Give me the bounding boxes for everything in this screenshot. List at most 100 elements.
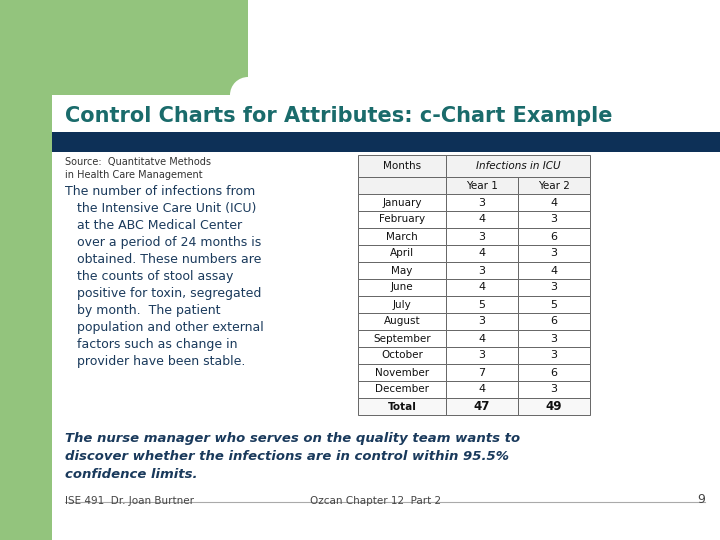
Text: 6: 6 <box>551 316 557 327</box>
Bar <box>446 245 518 262</box>
Text: 3: 3 <box>479 266 485 275</box>
Text: The nurse manager who serves on the quality team wants to
discover whether the i: The nurse manager who serves on the qual… <box>65 432 520 481</box>
Bar <box>358 262 446 279</box>
Bar <box>446 296 518 313</box>
Text: 4: 4 <box>478 282 485 293</box>
Text: May: May <box>391 266 413 275</box>
Text: 3: 3 <box>551 334 557 343</box>
Bar <box>518 381 590 398</box>
Text: 4: 4 <box>478 248 485 259</box>
Text: obtained. These numbers are: obtained. These numbers are <box>65 253 261 266</box>
Bar <box>358 194 446 211</box>
Text: 47: 47 <box>474 400 490 413</box>
Text: 6: 6 <box>551 232 557 241</box>
Bar <box>446 177 518 195</box>
Text: Year 2: Year 2 <box>538 181 570 191</box>
Text: December: December <box>375 384 429 395</box>
Text: provider have been stable.: provider have been stable. <box>65 355 246 368</box>
Text: September: September <box>373 334 431 343</box>
Text: 9: 9 <box>697 493 705 506</box>
Text: by month.  The patient: by month. The patient <box>65 304 220 317</box>
Text: Source:  Quantitatve Methods
in Health Care Management: Source: Quantitatve Methods in Health Ca… <box>65 157 211 180</box>
Text: at the ABC Medical Center: at the ABC Medical Center <box>65 219 242 232</box>
Text: 3: 3 <box>551 350 557 361</box>
Bar <box>358 279 446 296</box>
Text: November: November <box>375 368 429 377</box>
Bar <box>358 347 446 364</box>
Bar <box>446 194 518 211</box>
Bar <box>446 364 518 381</box>
Bar <box>358 364 446 381</box>
Bar <box>446 155 590 177</box>
Bar <box>0 0 52 540</box>
Bar <box>518 313 590 330</box>
Text: positive for toxin, segregated: positive for toxin, segregated <box>65 287 261 300</box>
Bar <box>358 177 446 195</box>
Bar <box>446 347 518 364</box>
Text: factors such as change in: factors such as change in <box>65 338 238 351</box>
Bar <box>358 211 446 228</box>
Text: October: October <box>381 350 423 361</box>
Bar <box>518 211 590 228</box>
Text: June: June <box>391 282 413 293</box>
Bar <box>358 228 446 245</box>
Bar <box>446 262 518 279</box>
Text: 4: 4 <box>478 334 485 343</box>
Text: 5: 5 <box>551 300 557 309</box>
Bar <box>358 155 446 177</box>
Text: Months: Months <box>383 161 421 171</box>
Text: 6: 6 <box>551 368 557 377</box>
Text: July: July <box>392 300 411 309</box>
Bar <box>446 228 518 245</box>
Bar <box>358 313 446 330</box>
Text: April: April <box>390 248 414 259</box>
Bar <box>518 296 590 313</box>
Bar <box>518 245 590 262</box>
Text: 3: 3 <box>479 232 485 241</box>
Text: 3: 3 <box>551 384 557 395</box>
Text: 3: 3 <box>479 350 485 361</box>
Bar <box>243 90 273 115</box>
Text: Ozcan Chapter 12  Part 2: Ozcan Chapter 12 Part 2 <box>310 496 441 506</box>
Text: 4: 4 <box>550 198 557 207</box>
Text: 7: 7 <box>478 368 485 377</box>
Text: March: March <box>386 232 418 241</box>
Text: January: January <box>382 198 422 207</box>
Text: 3: 3 <box>551 214 557 225</box>
Bar <box>518 279 590 296</box>
Bar <box>518 347 590 364</box>
Text: Year 1: Year 1 <box>466 181 498 191</box>
Text: 3: 3 <box>479 198 485 207</box>
Text: over a period of 24 months is: over a period of 24 months is <box>65 236 261 249</box>
Text: The number of infections from: The number of infections from <box>65 185 256 198</box>
Text: 3: 3 <box>479 316 485 327</box>
Bar <box>518 194 590 211</box>
Circle shape <box>230 77 266 113</box>
Bar <box>518 330 590 347</box>
Bar <box>446 398 518 415</box>
Text: Control Charts for Attributes: c-Chart Example: Control Charts for Attributes: c-Chart E… <box>65 106 613 126</box>
Text: the Intensive Care Unit (ICU): the Intensive Care Unit (ICU) <box>65 202 256 215</box>
Text: 4: 4 <box>478 214 485 225</box>
Text: Total: Total <box>387 402 416 411</box>
Text: 49: 49 <box>546 400 562 413</box>
Bar <box>518 364 590 381</box>
Bar <box>358 381 446 398</box>
Text: the counts of stool assay: the counts of stool assay <box>65 270 233 283</box>
Text: 3: 3 <box>551 282 557 293</box>
Bar <box>446 313 518 330</box>
Bar <box>358 245 446 262</box>
Bar <box>446 330 518 347</box>
Text: 3: 3 <box>551 248 557 259</box>
Text: February: February <box>379 214 425 225</box>
Bar <box>446 279 518 296</box>
Bar <box>518 398 590 415</box>
Text: 4: 4 <box>550 266 557 275</box>
Text: 4: 4 <box>478 384 485 395</box>
Bar <box>446 381 518 398</box>
Bar <box>518 228 590 245</box>
Bar <box>358 330 446 347</box>
Bar <box>358 296 446 313</box>
Bar <box>0 0 248 95</box>
Text: ISE 491  Dr. Joan Burtner: ISE 491 Dr. Joan Burtner <box>65 496 194 506</box>
